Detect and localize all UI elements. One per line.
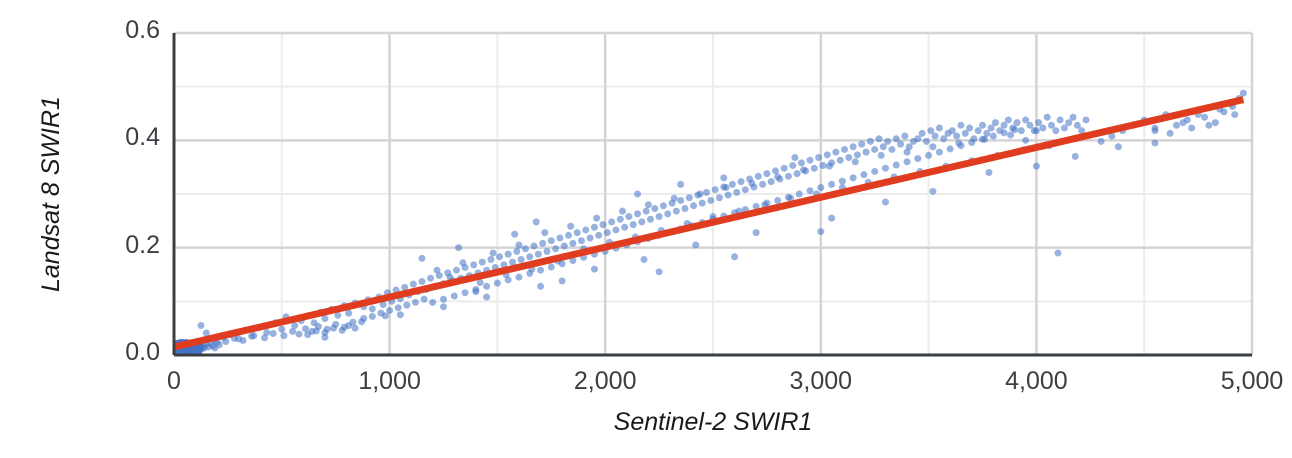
x-axis-title: Sentinel-2 SWIR1 [614,408,813,437]
scatter-chart: 0.0 0.2 0.4 0.6 0 1,000 2,000 3,000 4,000 5,000 … [0,0,1292,458]
x-tick-label: 0 [167,367,181,396]
x-tick-label: 3,000 [790,367,853,396]
x-tick-label: 5,000 [1221,367,1284,396]
trend-line [174,100,1243,347]
y-tick-label: 0.4 [125,123,160,152]
y-tick-label: 0.2 [125,231,160,260]
y-axis-title: Landsat 8 SWIR1 [37,96,66,292]
plot-area [0,0,1292,458]
x-tick-label: 1,000 [358,367,421,396]
y-tick-label: 0.0 [125,338,160,367]
x-tick-label: 4,000 [1005,367,1068,396]
x-tick-label: 2,000 [574,367,637,396]
y-tick-label: 0.6 [125,16,160,45]
